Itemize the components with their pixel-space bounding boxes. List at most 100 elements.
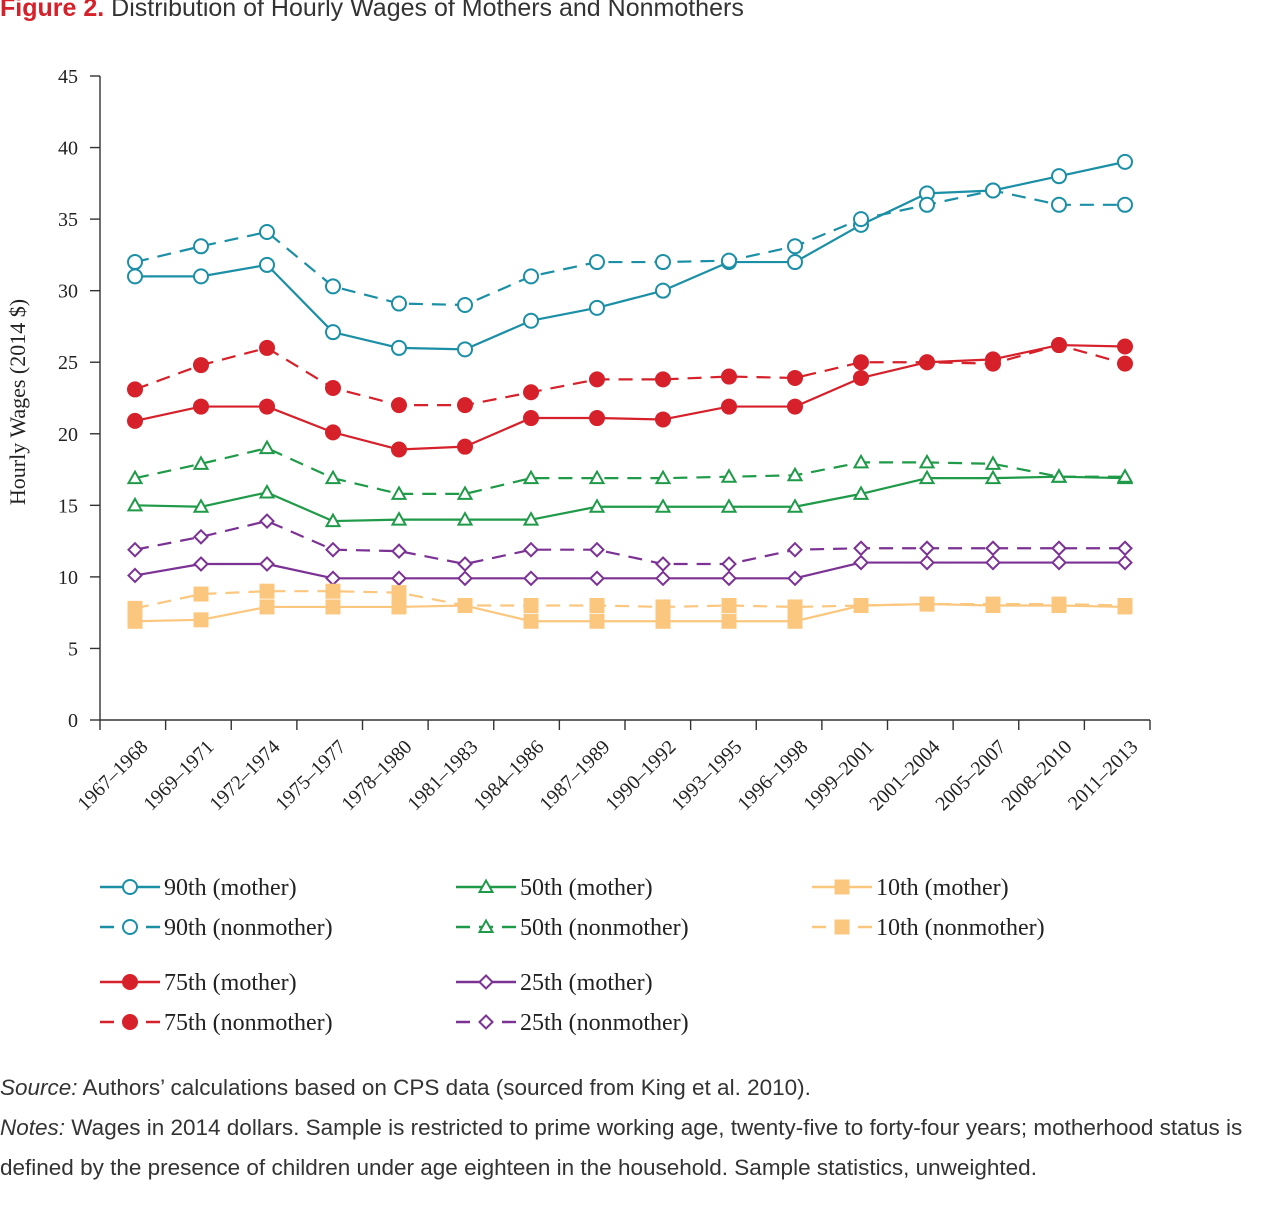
legend-marker — [122, 919, 138, 935]
data-point — [126, 469, 144, 485]
series-line — [135, 160, 1126, 351]
x-tick-label: 1972–1974 — [205, 736, 284, 815]
data-point — [324, 469, 342, 485]
chart-legend: 90th (mother) 50th (mother) 10th (mother) 9… — [100, 875, 1045, 1036]
data-point — [193, 268, 209, 285]
legend-marker — [122, 974, 138, 990]
data-point — [787, 238, 803, 255]
data-point — [456, 485, 474, 500]
x-tick-label: 2005–2007 — [931, 736, 1010, 815]
data-point — [1051, 596, 1067, 612]
data-point — [523, 613, 539, 629]
data-point — [720, 468, 738, 483]
series-line — [134, 189, 1125, 307]
data-point — [325, 278, 341, 295]
data-point — [588, 498, 606, 513]
data-point — [1117, 196, 1133, 213]
x-tick-label: 2008–2010 — [997, 736, 1076, 815]
data-point — [655, 411, 671, 428]
data-point — [1117, 554, 1133, 571]
data-point — [325, 424, 341, 441]
legend-label: 10th (nonmother) — [876, 915, 1045, 941]
data-point — [127, 613, 143, 629]
data-point — [853, 354, 869, 371]
series-line — [134, 602, 1126, 623]
data-point — [1117, 540, 1133, 557]
data-point — [391, 585, 407, 601]
data-point — [325, 570, 341, 587]
data-point — [919, 596, 935, 612]
data-point — [787, 570, 803, 587]
x-tick-label: 1969–1971 — [139, 736, 218, 815]
data-point — [259, 556, 275, 572]
data-point — [787, 613, 803, 629]
legend-item-90th-nonmother: 90th (nonmother) — [100, 915, 333, 941]
series-75th-mother — [127, 337, 1133, 458]
x-tick-label: 1999–2001 — [799, 736, 878, 815]
data-point — [258, 483, 276, 499]
y-tick-label: 40 — [58, 138, 78, 160]
data-point — [918, 469, 936, 485]
data-point — [589, 299, 605, 316]
data-point — [1050, 468, 1068, 483]
data-point — [1051, 540, 1067, 557]
data-point — [985, 596, 1001, 612]
data-point — [259, 398, 275, 415]
series-line — [134, 446, 1125, 495]
data-point — [853, 554, 869, 571]
x-tick-label: 1990–1992 — [601, 736, 680, 815]
legend-label: 25th (mother) — [520, 970, 653, 996]
legend-marker — [834, 919, 850, 935]
data-point — [523, 541, 539, 558]
x-tick-label: 2001–2004 — [865, 736, 944, 815]
figure-title: Figure 2. Distribution of Hourly Wages o… — [0, 0, 744, 23]
data-point — [1117, 338, 1133, 355]
data-point — [523, 598, 539, 614]
data-point — [1051, 554, 1067, 571]
data-point — [654, 498, 672, 513]
data-point — [655, 556, 671, 572]
data-point — [853, 369, 869, 386]
data-point — [259, 513, 275, 529]
data-point — [1051, 168, 1067, 185]
series-line — [134, 343, 1126, 407]
x-tick-label: 1978–1980 — [337, 736, 416, 815]
figure-title-text: Distribution of Hourly Wages of Mothers … — [111, 0, 744, 22]
data-point — [193, 586, 209, 602]
data-point — [721, 598, 737, 614]
data-point — [192, 455, 210, 470]
data-point — [655, 282, 671, 299]
data-point — [853, 598, 869, 614]
data-point — [1117, 153, 1133, 170]
series-10th-mother — [127, 596, 1133, 629]
x-tick-label: 1987–1989 — [535, 736, 614, 815]
data-point — [391, 397, 407, 414]
data-point — [193, 556, 209, 572]
data-point — [126, 496, 144, 512]
data-point — [523, 312, 539, 329]
data-point — [985, 540, 1001, 557]
legend-label: 10th (mother) — [876, 875, 1009, 901]
source-line: Source: Authors’ calculations based on C… — [0, 1068, 1280, 1108]
data-point — [787, 254, 803, 271]
data-point — [853, 540, 869, 557]
data-point — [654, 469, 672, 485]
data-point — [984, 469, 1002, 485]
series-25th-nonmother — [127, 513, 1133, 572]
data-point — [853, 211, 869, 228]
data-point — [655, 570, 671, 587]
series-90th-nonmother — [127, 182, 1133, 313]
data-point — [127, 567, 143, 584]
data-point — [787, 398, 803, 415]
data-point — [655, 254, 671, 271]
series-line — [134, 519, 1125, 566]
legend-label: 75th (mother) — [164, 970, 297, 996]
legend-item-25th-mother: 25th (mother) — [456, 970, 653, 996]
data-point — [589, 541, 605, 558]
legend-marker — [478, 974, 494, 990]
data-point — [457, 556, 473, 572]
data-point — [589, 570, 605, 587]
legend-label: 90th (nonmother) — [164, 915, 333, 941]
y-tick-label: 20 — [58, 424, 78, 446]
data-point — [918, 453, 936, 469]
